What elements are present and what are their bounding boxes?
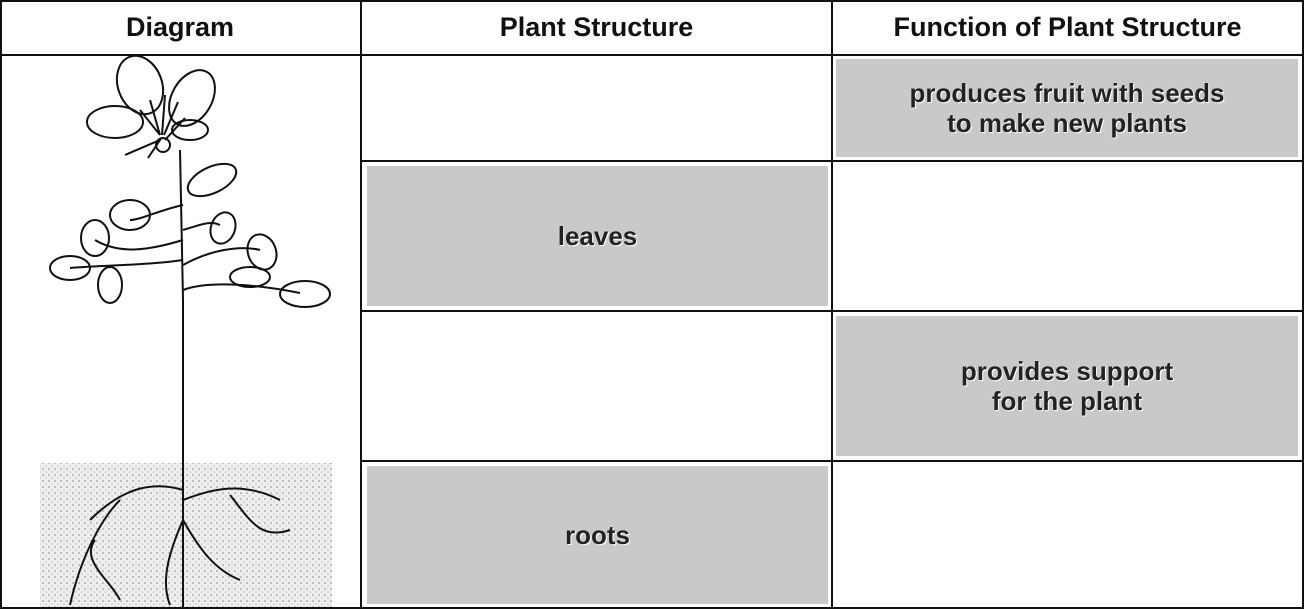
leaf <box>80 219 110 257</box>
function-card: produces fruit with seeds to make new pl… <box>836 59 1298 157</box>
leaf <box>49 255 91 281</box>
header: Diagram <box>125 12 235 42</box>
border <box>0 607 1304 609</box>
roots-drawing <box>69 485 291 606</box>
border <box>0 0 1304 2</box>
leaf <box>279 280 331 308</box>
card-text: to make new plants <box>947 108 1187 138</box>
soil <box>40 463 332 609</box>
header: Function of Plant Structure <box>893 12 1242 42</box>
row-line <box>362 460 1304 462</box>
card-text: for the plant <box>991 386 1143 416</box>
column-line <box>831 0 833 609</box>
petal <box>115 54 165 116</box>
row-line <box>0 54 1304 56</box>
stamens <box>124 94 186 159</box>
row-line <box>362 160 1304 162</box>
row-line <box>362 310 1304 312</box>
leaf <box>109 199 151 231</box>
card-text: provides support <box>960 356 1174 386</box>
card-text: leaves <box>557 221 638 251</box>
petal <box>86 105 144 139</box>
border <box>1302 0 1304 609</box>
structure-card: leaves <box>367 166 828 306</box>
card-text: roots <box>565 520 630 550</box>
leaf <box>246 233 278 271</box>
flower-center <box>155 137 171 153</box>
function-card: provides support for the plant <box>836 316 1298 456</box>
card-text: produces fruit with seeds <box>909 78 1225 108</box>
leaf <box>209 211 237 245</box>
border <box>0 0 2 609</box>
branches <box>69 204 301 294</box>
leaf <box>186 162 238 198</box>
structure-card: roots <box>367 466 828 604</box>
petal <box>171 119 209 141</box>
leaf <box>97 266 123 304</box>
stem <box>179 149 184 609</box>
column-line <box>360 0 362 609</box>
leaf <box>229 266 271 288</box>
header: Plant Structure <box>499 12 694 42</box>
plant-diagram <box>40 54 332 609</box>
